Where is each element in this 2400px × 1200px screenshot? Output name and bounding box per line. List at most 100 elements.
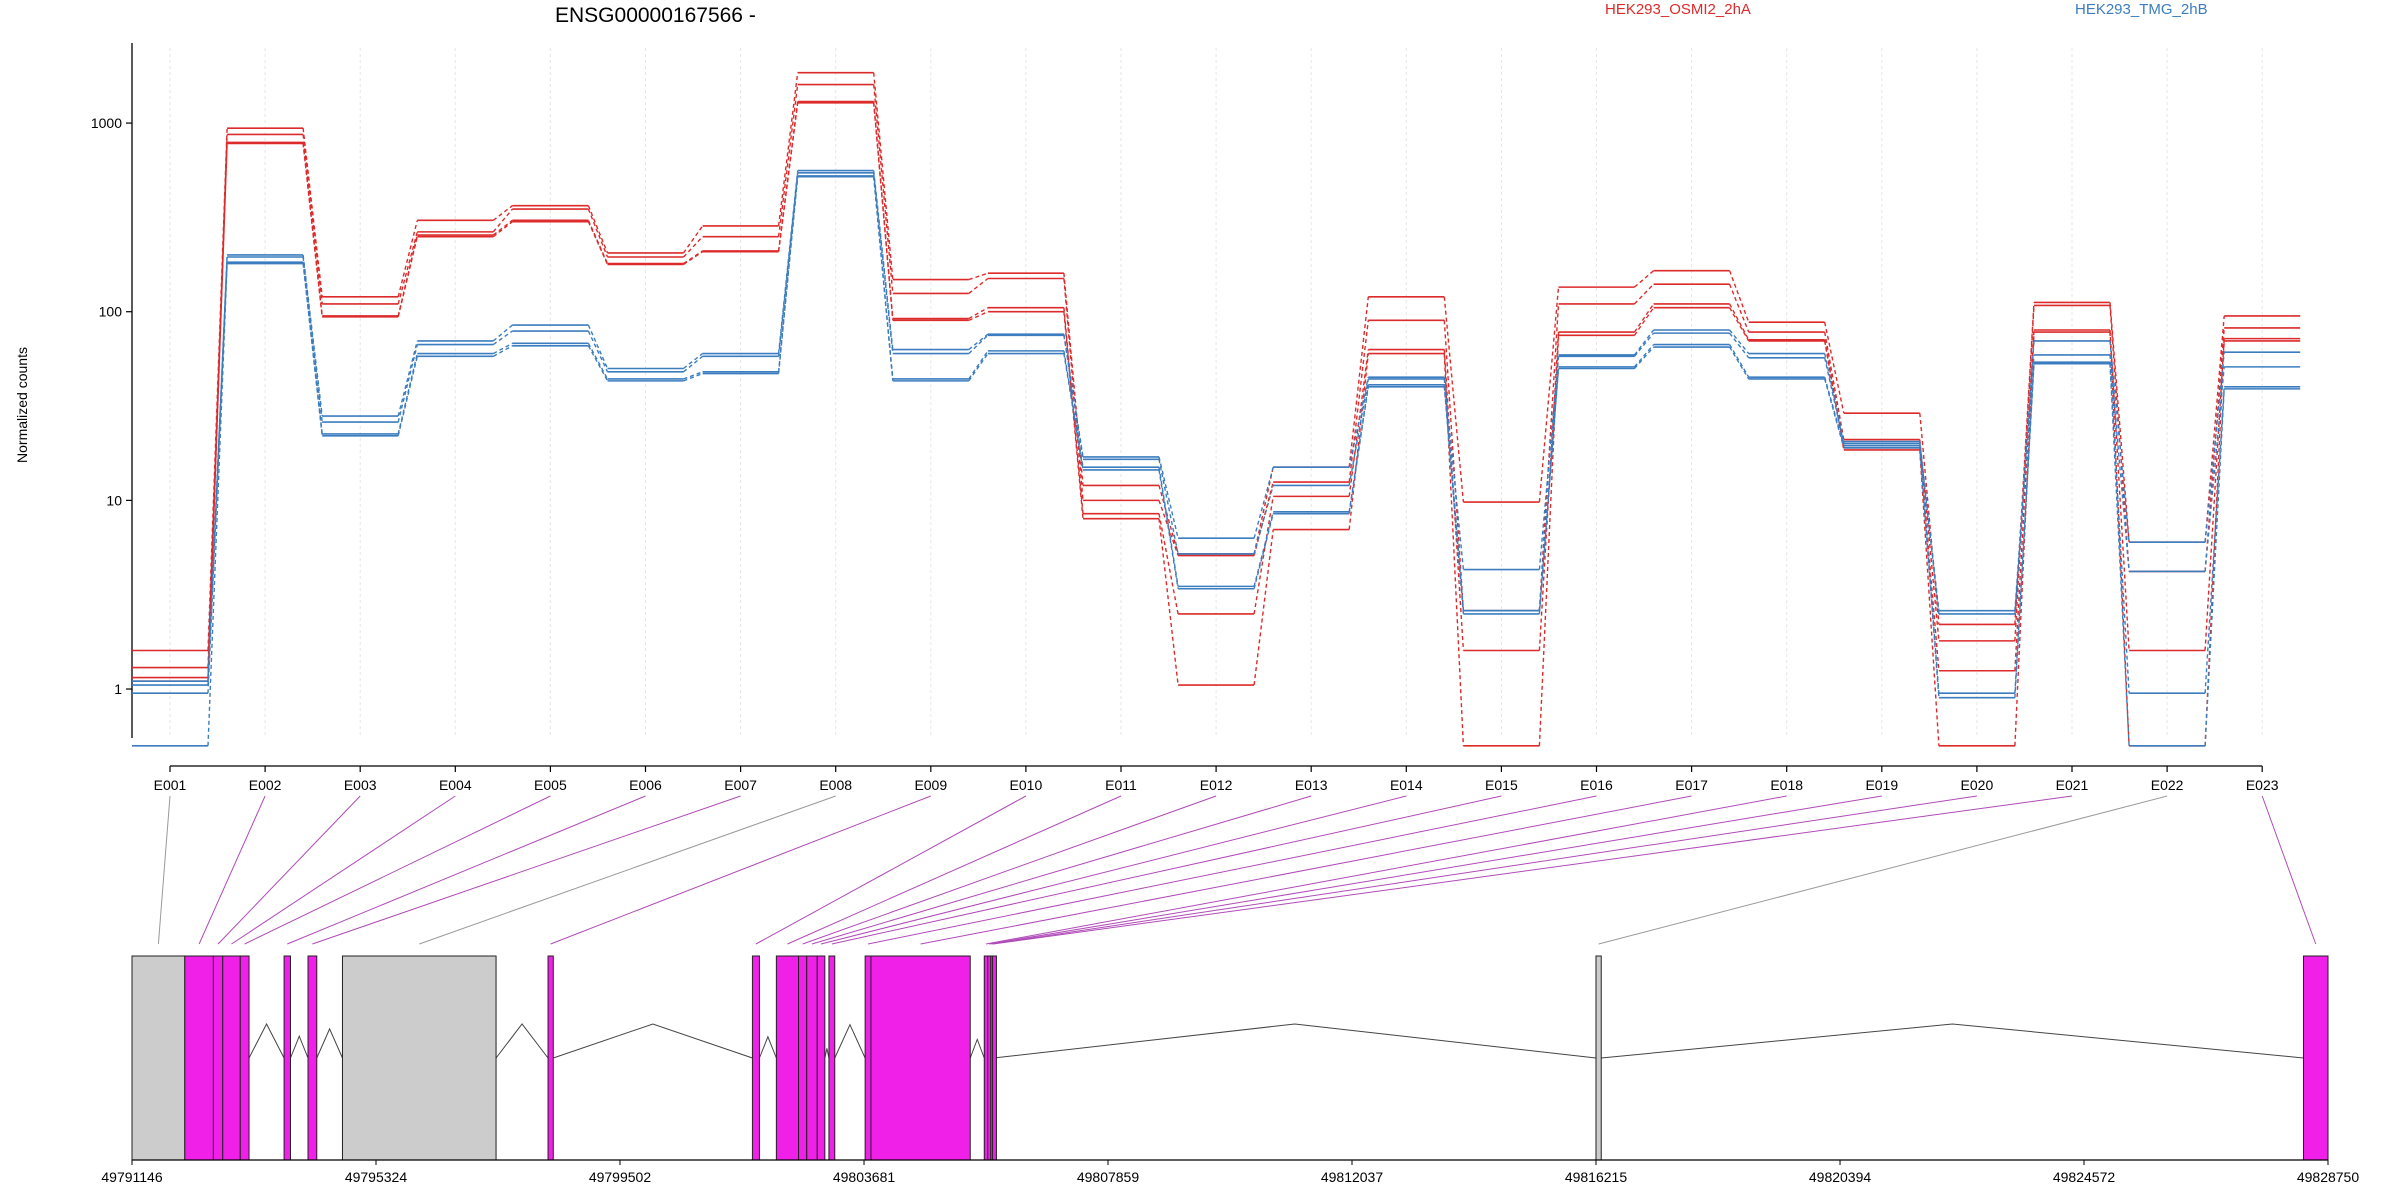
series-connector bbox=[1729, 332, 1750, 359]
series-connector bbox=[1158, 469, 1179, 589]
series-connector bbox=[683, 251, 703, 266]
exon-connector bbox=[231, 795, 456, 945]
series-connector bbox=[1538, 335, 1560, 746]
exon-connector bbox=[920, 795, 1692, 945]
exon-connector bbox=[787, 795, 1122, 945]
series-connector bbox=[587, 330, 609, 373]
exon-connector bbox=[217, 795, 361, 945]
series-connector bbox=[2204, 352, 2225, 543]
series-connector bbox=[1824, 322, 1845, 414]
exon-box bbox=[239, 955, 250, 1161]
series-connector bbox=[587, 342, 609, 380]
series-connector bbox=[1634, 270, 1655, 288]
series-connector bbox=[302, 143, 323, 317]
exon-box bbox=[283, 955, 291, 1161]
series-connector bbox=[207, 263, 228, 746]
legend-entry-tmg: HEK293_TMG_2hB bbox=[2075, 1, 2208, 18]
exon-box bbox=[222, 955, 241, 1161]
grid-lines bbox=[169, 48, 2263, 738]
series-connector bbox=[492, 219, 513, 236]
series-connector bbox=[302, 263, 323, 436]
exon-box bbox=[798, 955, 808, 1161]
y-tick-label: 10 bbox=[106, 492, 122, 508]
x-tick-label: E004 bbox=[439, 777, 472, 793]
genomic-tick-label: 49828750 bbox=[2297, 1169, 2360, 1185]
series-connector bbox=[492, 342, 513, 355]
genomic-tick-label: 49807859 bbox=[1077, 1169, 1140, 1185]
series-connector bbox=[397, 236, 418, 317]
series-connector bbox=[968, 272, 989, 281]
exon-connector bbox=[992, 795, 2073, 945]
x-tick-label: E015 bbox=[1485, 777, 1518, 793]
series-connector bbox=[1633, 303, 1655, 333]
chart-title: ENSG00000167566 - bbox=[555, 4, 756, 27]
x-tick-label: E014 bbox=[1390, 777, 1423, 793]
exon-box bbox=[2302, 955, 2329, 1161]
exon-connector bbox=[985, 795, 1787, 945]
genomic-tick-label: 49820394 bbox=[1809, 1169, 1872, 1185]
series-connector bbox=[1348, 353, 1369, 530]
exon-box bbox=[828, 955, 836, 1161]
series-connector bbox=[1253, 496, 1274, 615]
chart-text: ENSG00000167566 - HEK293_OSMI2_2hA HEK29… bbox=[14, 1, 2208, 463]
series-5 bbox=[132, 169, 2301, 683]
series-connector bbox=[2109, 354, 2130, 572]
x-tick-label: E010 bbox=[1010, 777, 1043, 793]
y-tick-label: 1 bbox=[114, 681, 122, 697]
series-connector bbox=[1348, 349, 1369, 497]
series-connector bbox=[207, 143, 228, 682]
series-connector bbox=[2014, 354, 2035, 614]
series-connector bbox=[777, 172, 799, 357]
series-connector bbox=[1824, 357, 1845, 444]
x-tick-label: E006 bbox=[629, 777, 662, 793]
series-connector bbox=[873, 172, 894, 354]
series-connector bbox=[777, 84, 799, 237]
intron-line bbox=[1601, 1023, 2304, 1059]
genomic-tick-label: 49791146 bbox=[101, 1169, 162, 1185]
series-connector bbox=[968, 277, 989, 294]
series-connector bbox=[1443, 377, 1465, 570]
series-connector bbox=[1158, 459, 1179, 555]
exon-connector bbox=[802, 795, 1217, 945]
exon-box bbox=[870, 955, 971, 1161]
exon-box bbox=[816, 955, 826, 1161]
x-tick-label: E009 bbox=[914, 777, 947, 793]
genomic-tick-label: 49816215 bbox=[1565, 1169, 1628, 1185]
series-connector bbox=[1253, 467, 1274, 555]
series-connector bbox=[683, 371, 703, 380]
series-connector bbox=[1253, 513, 1274, 589]
series-connector bbox=[2109, 363, 2130, 746]
series-connector bbox=[682, 236, 704, 258]
series-connector bbox=[302, 128, 323, 297]
series-connector bbox=[873, 102, 894, 321]
intron-line bbox=[758, 1035, 777, 1059]
series-connector bbox=[2109, 332, 2130, 746]
series-connector bbox=[2014, 329, 2035, 671]
series-connector bbox=[968, 333, 989, 351]
series-connector bbox=[1538, 366, 1560, 611]
series-connector bbox=[1253, 485, 1274, 555]
series-connector bbox=[1729, 329, 1750, 355]
series-connector bbox=[1919, 439, 1940, 641]
exon-box bbox=[775, 955, 800, 1161]
series-connector bbox=[1348, 320, 1369, 483]
exon-box bbox=[806, 955, 818, 1161]
series-connector bbox=[1538, 287, 1560, 503]
series-connector bbox=[2109, 329, 2130, 651]
series-connector bbox=[587, 324, 609, 369]
series-connector bbox=[683, 250, 703, 265]
series-6 bbox=[132, 171, 2301, 686]
series-connector bbox=[1728, 303, 1750, 341]
exon-connector bbox=[157, 795, 171, 945]
exon-connector bbox=[811, 795, 1312, 945]
exon-connector bbox=[820, 795, 1407, 945]
series-connector bbox=[1158, 467, 1179, 587]
exon-box bbox=[307, 955, 318, 1161]
exon-connector bbox=[2261, 795, 2317, 945]
x-tick-label: E023 bbox=[2246, 777, 2279, 793]
series-connector bbox=[1063, 278, 1084, 501]
x-tick-label: E003 bbox=[344, 777, 377, 793]
exon-connector bbox=[867, 795, 1597, 945]
exon-box bbox=[991, 955, 997, 1161]
series-connector bbox=[1728, 283, 1750, 333]
